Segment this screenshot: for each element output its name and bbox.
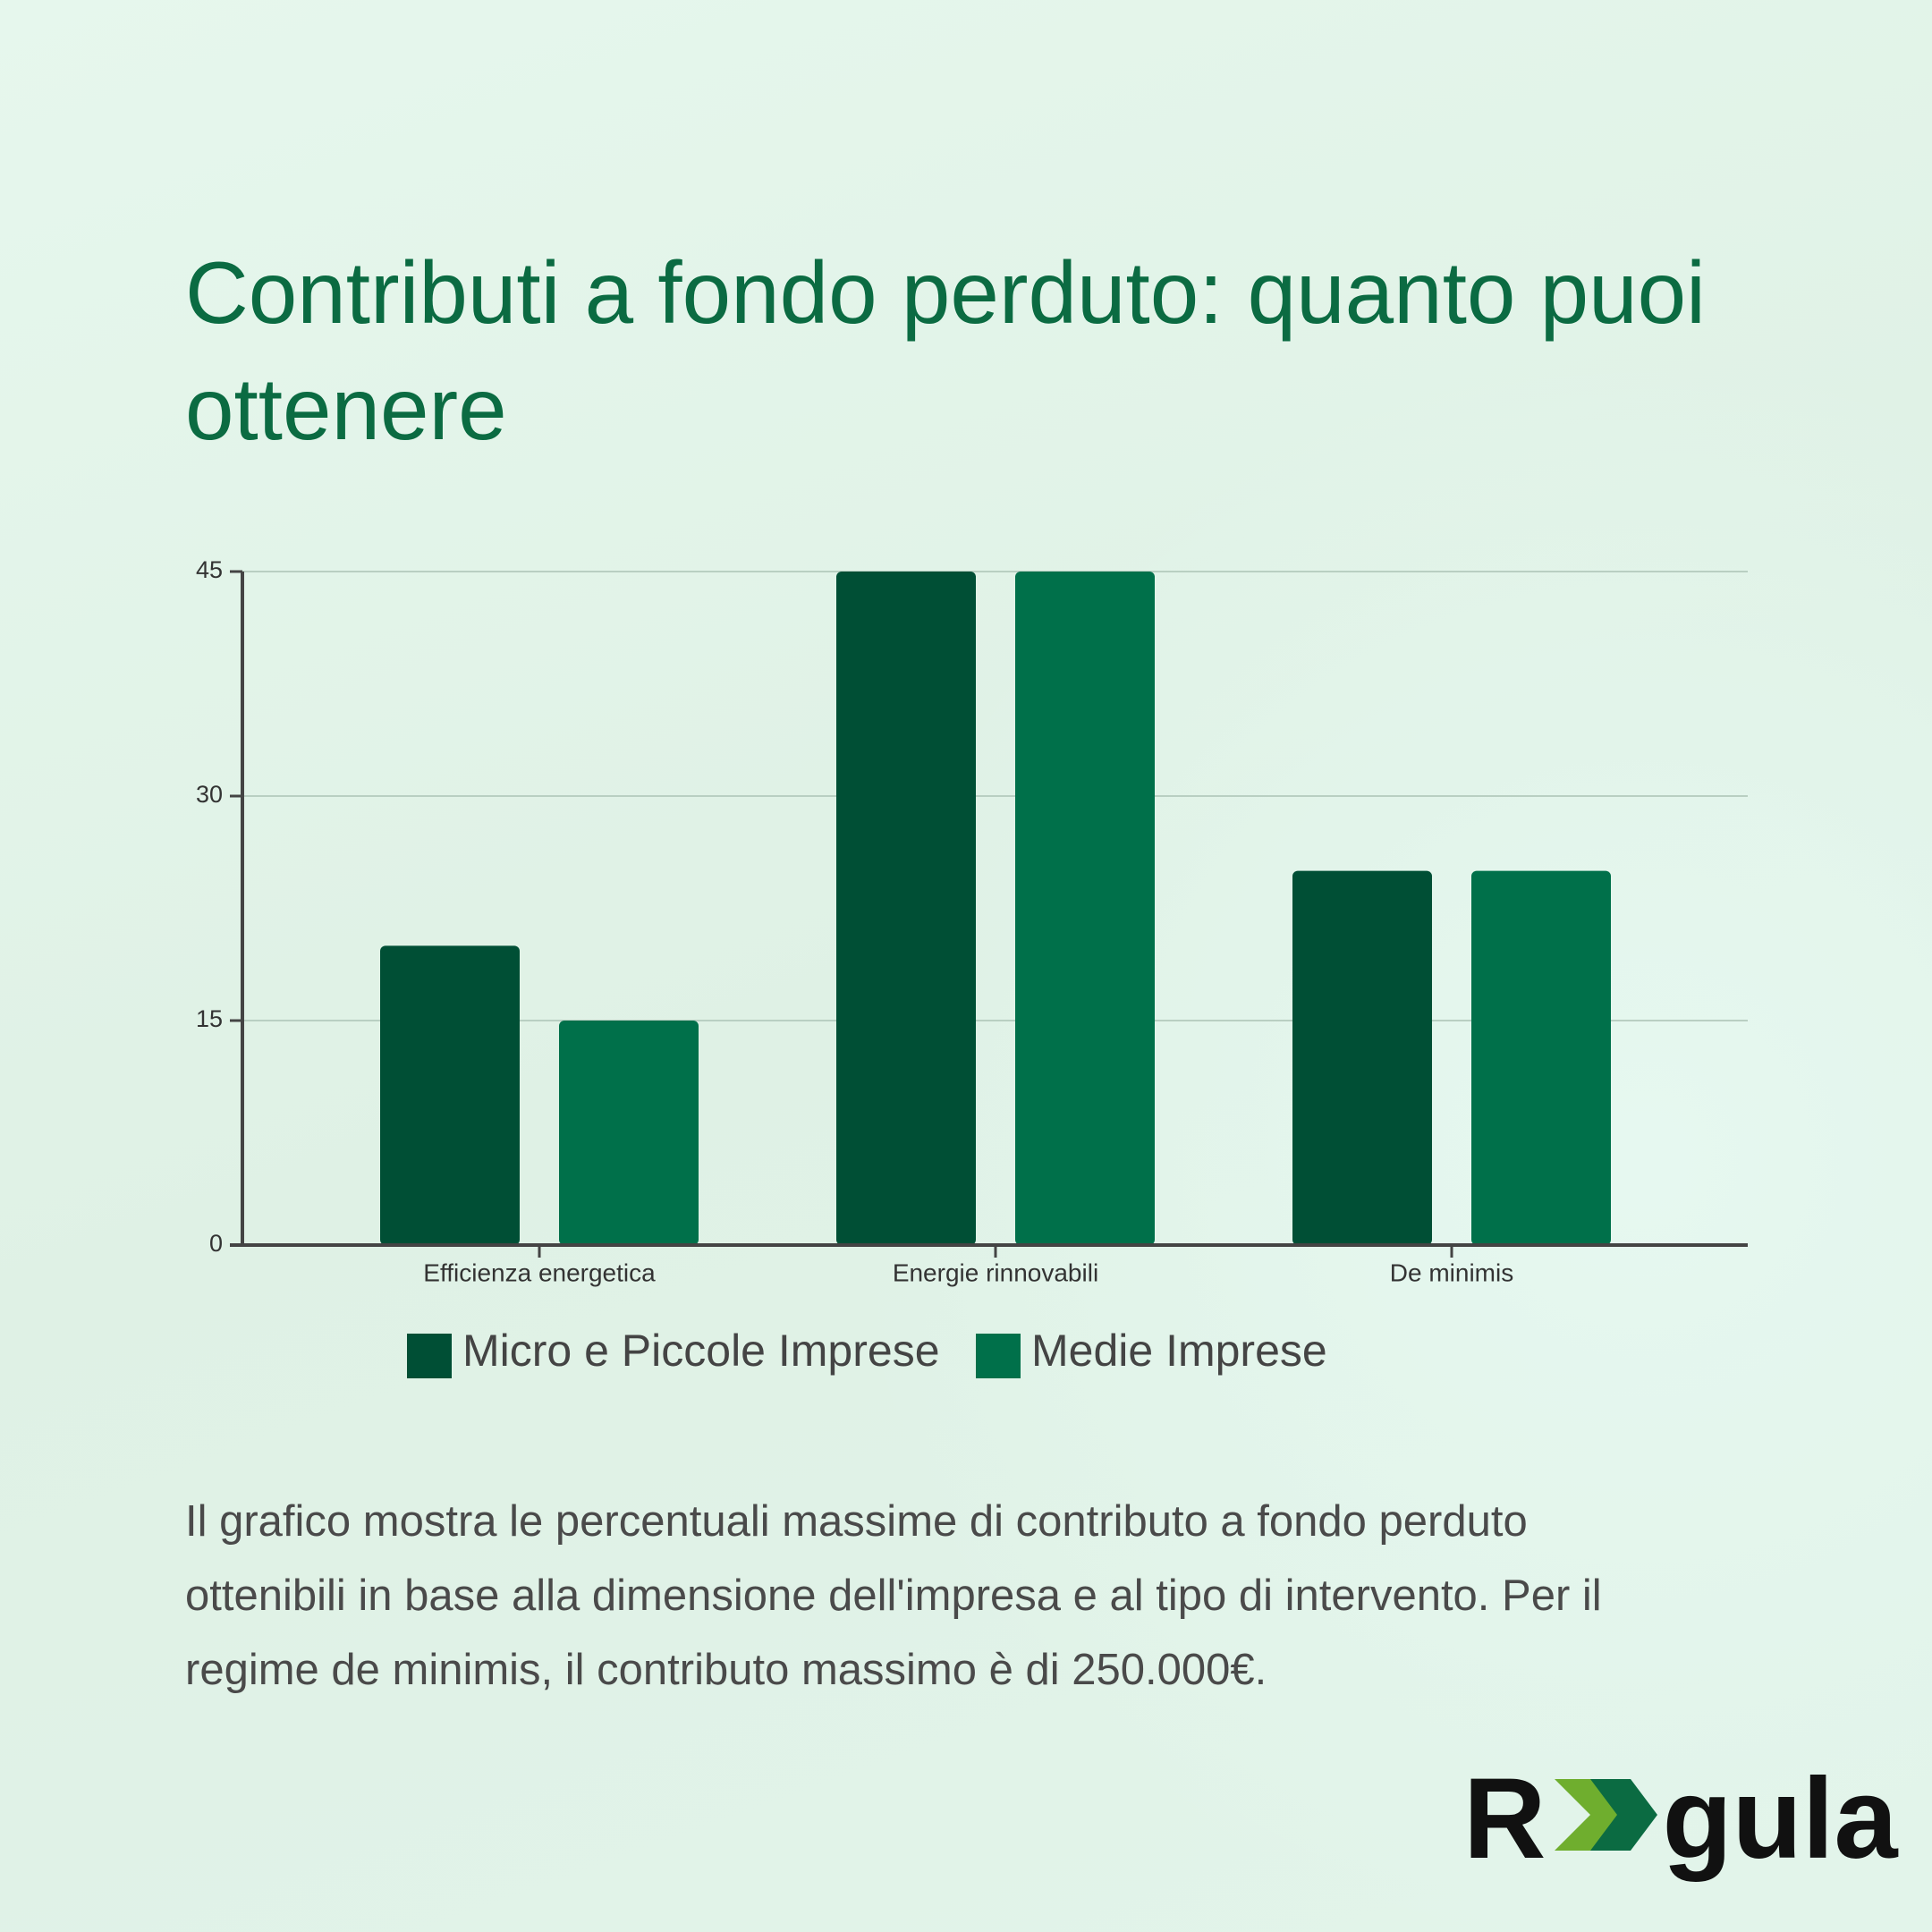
bar xyxy=(1292,870,1432,1245)
legend-swatch xyxy=(407,1334,452,1378)
bar xyxy=(1471,870,1611,1245)
logo-left: R xyxy=(1463,1755,1546,1883)
x-tick-label: De minimis xyxy=(1390,1258,1513,1286)
x-tick-label: Energie rinnovabili xyxy=(893,1258,1098,1286)
y-tick-label: 45 xyxy=(196,556,223,583)
logo-icon xyxy=(1555,1779,1658,1851)
bar xyxy=(559,1021,699,1245)
legend-label: Micro e Piccole Imprese xyxy=(462,1326,940,1376)
x-tick-label: Efficienza energetica xyxy=(423,1258,656,1286)
y-tick-label: 30 xyxy=(196,781,223,808)
chart: 0 15 30 45 Efficienza energetica Energie rinn… xyxy=(196,556,1748,1378)
bar xyxy=(380,945,520,1245)
bar xyxy=(1015,572,1155,1245)
legend-label: Medie Imprese xyxy=(1031,1326,1327,1376)
bar xyxy=(836,572,976,1245)
y-tick-label: 15 xyxy=(196,1005,223,1032)
legend-swatch xyxy=(976,1334,1021,1378)
page-title: Contributi a fondo perduto: quanto puoi … xyxy=(185,243,1706,458)
description: Il grafico mostra le percentuali massime… xyxy=(185,1497,1602,1694)
logo-right: gula xyxy=(1662,1755,1898,1883)
y-tick-label: 0 xyxy=(209,1230,223,1257)
